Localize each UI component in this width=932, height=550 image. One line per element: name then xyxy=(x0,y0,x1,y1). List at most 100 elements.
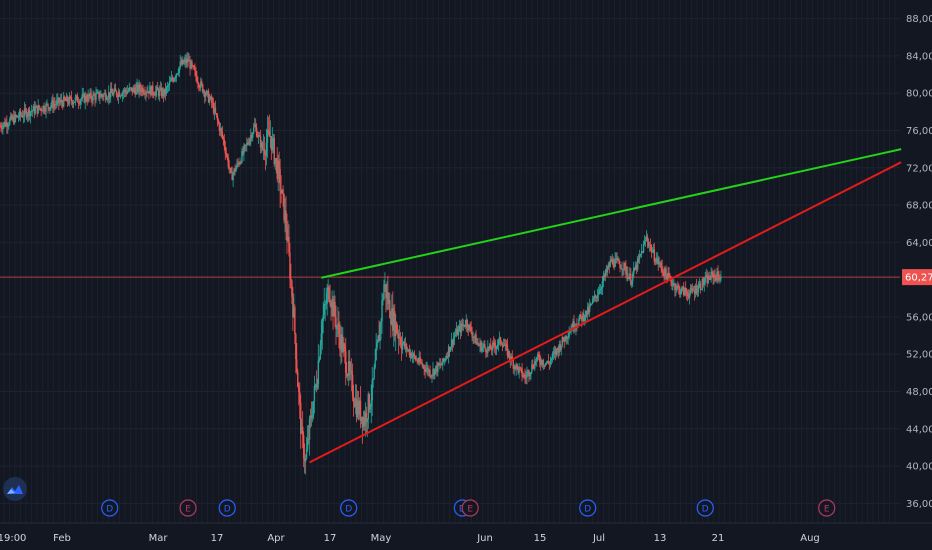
candle-body xyxy=(530,372,532,375)
candle-body xyxy=(337,323,339,327)
candle-body xyxy=(373,367,375,379)
dividend-marker[interactable]: D xyxy=(696,499,714,517)
price-tick-label: 84,00 xyxy=(906,51,932,62)
candle-body xyxy=(169,80,172,82)
earnings-marker[interactable]: E xyxy=(818,499,836,517)
candle-body xyxy=(551,354,554,359)
candle-body xyxy=(259,136,262,148)
tradingview-logo-icon[interactable] xyxy=(3,477,27,501)
candle-body xyxy=(400,344,403,350)
candle-body xyxy=(80,98,83,101)
candle-body xyxy=(324,303,326,305)
candle-body xyxy=(143,93,145,94)
dividend-marker[interactable]: D xyxy=(101,499,119,517)
candle-body xyxy=(272,137,274,139)
candle-body xyxy=(352,396,355,403)
candle-body xyxy=(432,369,434,375)
candle-body xyxy=(645,236,648,241)
price-axis[interactable]: 88,00 84,00 80,00 76,00 72,00 68,00 64,00 60,27… xyxy=(902,14,932,510)
candle-body xyxy=(221,131,224,137)
candle-body xyxy=(656,257,658,260)
candle-body xyxy=(441,364,443,366)
candle-body xyxy=(87,94,89,102)
candle-body xyxy=(43,105,45,111)
candle-body xyxy=(48,107,50,110)
candle-body xyxy=(49,107,51,110)
time-axis[interactable]: 19:00 Feb Mar 17 Apr 17 May Jun 15 Jul 13 21 Aug xyxy=(0,522,932,544)
candle-body xyxy=(216,115,219,121)
candle-body xyxy=(333,301,335,317)
candle-body xyxy=(2,125,4,130)
candle-body xyxy=(127,90,130,92)
dividend-marker[interactable]: D xyxy=(340,499,358,517)
time-tick-label: Jun xyxy=(476,533,493,544)
candle-body xyxy=(287,236,289,242)
dividend-marker[interactable]: D xyxy=(579,499,597,517)
candle-body xyxy=(403,341,406,347)
candle-body xyxy=(375,347,377,361)
candle-body xyxy=(624,262,626,267)
candle-body xyxy=(331,298,333,308)
candle-body xyxy=(307,438,310,440)
candle-body xyxy=(586,310,588,316)
candle-body xyxy=(230,168,232,173)
candle-body xyxy=(332,298,334,317)
candle-body xyxy=(253,124,256,127)
candle-body xyxy=(290,278,292,281)
candle-body xyxy=(451,339,454,345)
candle-body xyxy=(600,288,603,290)
candle-body xyxy=(596,295,599,298)
candle-body xyxy=(301,426,304,436)
candle-body xyxy=(170,78,173,81)
dividend-marker[interactable]: D xyxy=(218,499,236,517)
candle-body xyxy=(506,344,509,356)
candle-body xyxy=(467,327,469,331)
candle-body xyxy=(23,108,26,117)
candle-body xyxy=(492,342,495,344)
candle-body xyxy=(454,334,457,336)
price-tick-label: 68,00 xyxy=(906,201,932,212)
support-trendline[interactable] xyxy=(309,161,902,464)
candle-body xyxy=(383,284,385,300)
candle-body xyxy=(674,283,676,291)
event-marker-letter: D xyxy=(345,505,352,515)
candle-body xyxy=(79,100,82,104)
candle-body xyxy=(483,344,485,346)
candle-body xyxy=(710,271,712,280)
candle-body xyxy=(434,368,436,376)
candle-body xyxy=(360,416,363,421)
earnings-marker[interactable]: E xyxy=(179,499,197,517)
candle-body xyxy=(252,126,255,134)
candle-body xyxy=(535,360,537,362)
candle-body xyxy=(676,285,678,289)
event-marker-letter: E xyxy=(185,505,191,515)
candle-body xyxy=(13,114,16,124)
candle-body xyxy=(644,240,647,242)
candle-body xyxy=(174,77,177,79)
candle-body xyxy=(490,344,492,350)
candle-body xyxy=(209,96,212,99)
candle-body xyxy=(367,394,370,420)
candle-body xyxy=(494,346,497,349)
candle-body xyxy=(160,87,163,96)
candle-body xyxy=(194,69,196,71)
candle-body xyxy=(398,337,401,339)
candle-body xyxy=(53,104,55,109)
candle-body xyxy=(539,362,542,365)
candle-body xyxy=(7,125,9,127)
candle-body xyxy=(181,59,183,65)
candle-body xyxy=(422,365,424,367)
candle-body xyxy=(239,162,241,165)
candle-body xyxy=(491,349,493,351)
candle-body xyxy=(582,313,584,321)
earnings-marker[interactable]: E xyxy=(461,499,479,517)
candle-body xyxy=(144,93,146,95)
candle-body xyxy=(552,353,555,355)
candle-body xyxy=(15,115,18,117)
resistance-trendline[interactable] xyxy=(321,148,902,279)
candle-body xyxy=(505,343,508,345)
candle-body xyxy=(379,324,381,342)
candle-body xyxy=(703,282,705,285)
candle-body xyxy=(514,365,516,370)
